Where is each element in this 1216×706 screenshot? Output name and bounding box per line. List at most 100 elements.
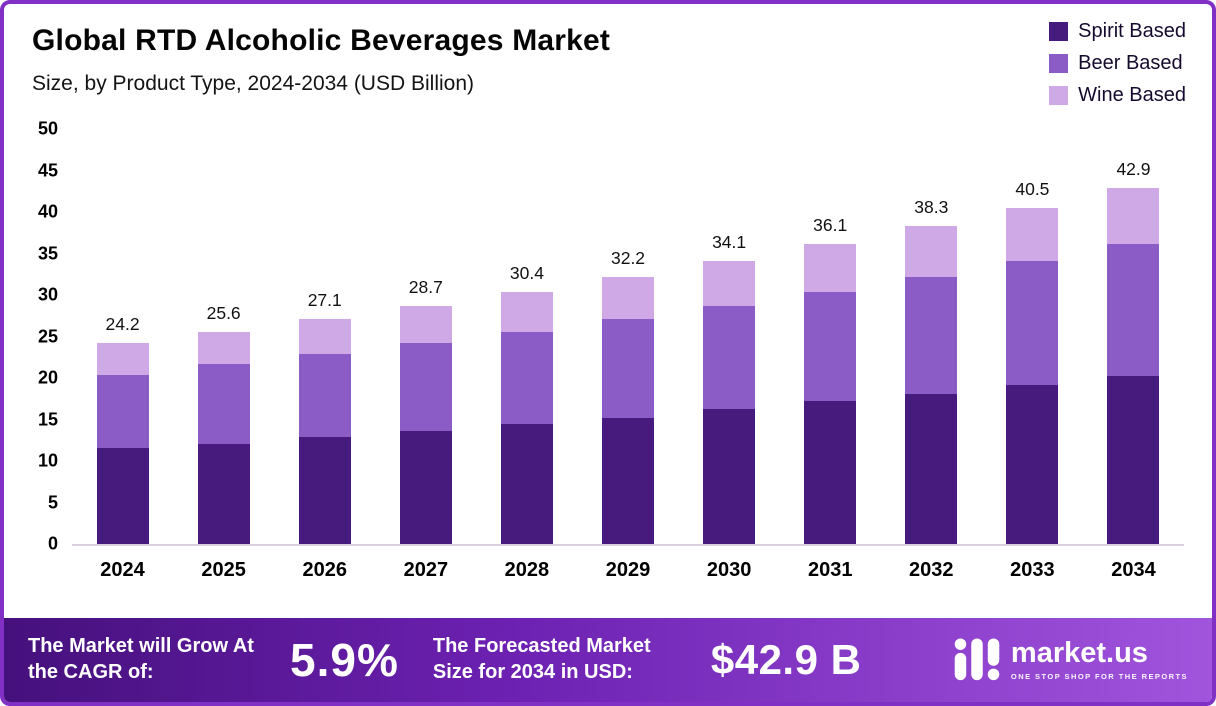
bar-total-label: 42.9	[1116, 158, 1151, 179]
legend-swatch	[1049, 86, 1069, 105]
bar-segment-beer-based	[399, 343, 452, 432]
stacked-bar-2029	[602, 276, 655, 544]
bar-segment-beer-based	[1006, 260, 1059, 385]
brand-text: market.us ONE STOP SHOP FOR THE REPORTS	[1010, 637, 1188, 682]
brand: market.us ONE STOP SHOP FOR THE REPORTS	[954, 638, 1188, 682]
bar-segment-wine-based	[399, 305, 452, 344]
legend-item-label: Spirit Based	[1078, 20, 1186, 42]
bar-segment-wine-based	[96, 343, 149, 375]
x-axis: 2024 2025 2026 2027 2028 2029 2030 2031 2032 2033…	[72, 546, 1184, 605]
bar-total-label: 24.2	[105, 314, 140, 335]
bar-segment-wine-based	[197, 331, 250, 364]
x-tick-label: 2034	[1111, 559, 1156, 581]
bar-column: 38.3	[881, 129, 982, 544]
legend-item: Wine Based	[1049, 84, 1186, 107]
x-tick-label: 2032	[909, 559, 954, 581]
bar-segment-spirit-based	[399, 431, 452, 544]
stacked-bar-2033	[1006, 207, 1059, 545]
y-tick-label: 30	[37, 284, 58, 305]
bar-segment-spirit-based	[1006, 384, 1059, 545]
x-tick-label: 2024	[100, 559, 145, 581]
stacked-bar-2034	[1107, 187, 1160, 544]
bar-segment-wine-based	[298, 319, 351, 354]
bar-total-label: 34.1	[712, 231, 747, 252]
bar-segment-spirit-based	[96, 447, 149, 545]
bar-column: 42.9	[1083, 129, 1184, 544]
legend-item: Spirit Based	[1049, 20, 1186, 43]
bar-segment-beer-based	[905, 276, 958, 394]
y-tick-label: 45	[37, 160, 58, 180]
y-tick-label: 0	[47, 533, 58, 554]
bar-segment-wine-based	[1006, 207, 1059, 261]
bar-segment-beer-based	[703, 305, 756, 409]
x-tick-label: 2026	[302, 559, 347, 581]
y-axis: 0 5 10 15 20 25 30 35 40 45 50	[16, 119, 72, 554]
bar-total-label: 32.2	[610, 247, 646, 268]
stacked-bar-2030	[703, 260, 756, 544]
stacked-bar-2026	[298, 319, 351, 544]
header: Global RTD Alcoholic Beverages Market Si…	[4, 4, 1212, 129]
title-block: Global RTD Alcoholic Beverages Market Si…	[32, 18, 610, 129]
stacked-bar-2032	[905, 226, 958, 544]
x-tick-label: 2025	[201, 559, 246, 581]
bar-segment-beer-based	[197, 363, 250, 445]
legend: Spirit Based Beer Based Wine Based	[1049, 18, 1186, 129]
chart-subtitle: Size, by Product Type, 2024-2034 (USD Bi…	[32, 72, 475, 95]
bar-total-label: 27.1	[307, 290, 342, 311]
y-tick-label: 10	[37, 450, 58, 471]
forecast-label: The Forecasted Market Size for 2034 in U…	[432, 635, 651, 683]
plot-wrap: 24.2 25.6 27.1 28.7 30.4 32.2 34.1 36.1 38.3 40.5…	[72, 129, 1184, 605]
legend-item: Beer Based	[1049, 52, 1186, 75]
bar-segment-beer-based	[602, 319, 655, 418]
legend-swatch	[1049, 54, 1069, 73]
bar-column: 27.1	[274, 129, 375, 544]
bar-segment-spirit-based	[197, 444, 250, 544]
x-tick-label: 2030	[706, 559, 752, 581]
bar-segment-spirit-based	[500, 423, 553, 544]
bar-column: 40.5	[982, 129, 1083, 545]
legend-swatch	[1049, 22, 1069, 41]
bar-segment-wine-based	[905, 226, 958, 277]
bar-segment-wine-based	[1107, 187, 1160, 245]
bar-segment-spirit-based	[298, 436, 351, 544]
chart-title: Global RTD Alcoholic Beverages Market	[32, 24, 611, 57]
y-tick-label: 15	[37, 409, 58, 429]
bar-column: 24.2	[72, 129, 173, 545]
forecast-value: $42.9 B	[710, 636, 862, 683]
bar-total-label: 36.1	[813, 215, 848, 236]
bar-segment-beer-based	[96, 374, 149, 448]
brand-tagline: ONE STOP SHOP FOR THE REPORTS	[1010, 672, 1188, 681]
bar-segment-spirit-based	[804, 401, 857, 544]
x-tick-label: 2033	[1010, 559, 1055, 581]
cagr-value: 5.9%	[290, 634, 399, 686]
plot-area: 24.2 25.6 27.1 28.7 30.4 32.2 34.1 36.1 38.3 40.5…	[72, 129, 1184, 546]
y-tick-label: 40	[37, 201, 58, 222]
x-tick-label: 2028	[504, 559, 550, 581]
bar-total-label: 40.5	[1015, 178, 1050, 199]
y-tick-label: 20	[37, 367, 58, 388]
stacked-bar-2028	[500, 291, 553, 544]
bar-segment-spirit-based	[1107, 375, 1160, 544]
bar-segment-beer-based	[500, 332, 553, 424]
stacked-bar-2027	[399, 305, 452, 544]
brand-name: market.us	[1010, 637, 1148, 669]
bar-total-label: 28.7	[408, 276, 443, 297]
bar-segment-wine-based	[602, 276, 655, 320]
bar-column: 34.1	[679, 129, 780, 544]
bar-column: 36.1	[780, 129, 881, 544]
stacked-bar-2024	[96, 343, 149, 545]
footer-banner: The Market will Grow At the CAGR of: 5.9…	[4, 618, 1212, 702]
cagr-label: The Market will Grow At the CAGR of:	[28, 635, 254, 683]
bar-segment-spirit-based	[905, 393, 958, 544]
stacked-bar-2025	[197, 331, 250, 544]
y-tick-label: 50	[37, 118, 58, 139]
bar-segment-beer-based	[298, 353, 351, 437]
bar-column: 30.4	[476, 129, 577, 544]
stacked-bar-2031	[804, 244, 857, 544]
bar-column: 28.7	[375, 129, 476, 544]
bar-column: 32.2	[577, 129, 678, 544]
x-tick-label: 2027	[403, 559, 449, 581]
bar-segment-wine-based	[703, 260, 756, 306]
x-tick-label: 2029	[605, 559, 651, 581]
